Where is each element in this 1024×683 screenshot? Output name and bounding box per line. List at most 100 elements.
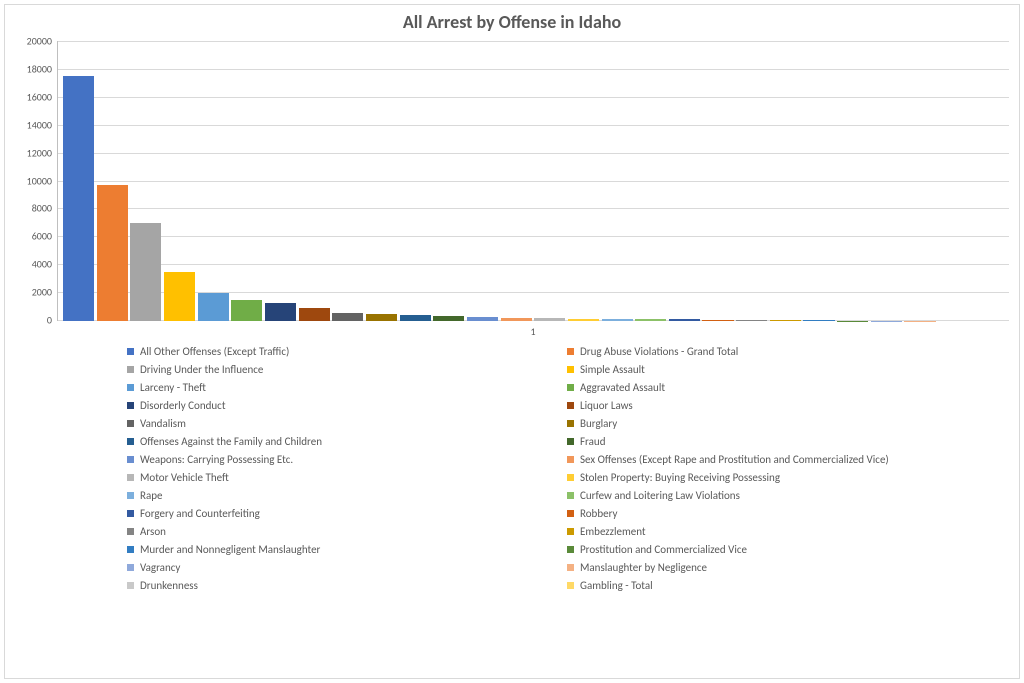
legend-label: Aggravated Assault (580, 381, 665, 394)
legend-label: Rape (140, 489, 163, 502)
legend-item: Stolen Property: Buying Receiving Posses… (567, 471, 997, 484)
legend-label: Drug Abuse Violations - Grand Total (580, 345, 738, 358)
legend-swatch (127, 348, 134, 355)
legend-label: Fraud (580, 435, 606, 448)
legend-label: Vandalism (140, 417, 186, 430)
y-tick-label: 8000 (32, 202, 52, 215)
legend-swatch (127, 402, 134, 409)
legend-item: Vagrancy (127, 561, 557, 574)
y-tick-label: 2000 (32, 286, 52, 299)
legend-item: Larceny - Theft (127, 381, 557, 394)
legend-label: Gambling - Total (580, 579, 653, 592)
bar (669, 319, 700, 321)
legend-label: Offenses Against the Family and Children (140, 435, 322, 448)
legend-label: Manslaughter by Negligence (580, 561, 707, 574)
legend-label: Driving Under the Influence (140, 363, 263, 376)
legend-swatch (567, 582, 574, 589)
bar (568, 319, 599, 321)
legend-label: Disorderly Conduct (140, 399, 226, 412)
legend-item: Gambling - Total (567, 579, 997, 592)
legend-swatch (567, 420, 574, 427)
legend-swatch (567, 348, 574, 355)
bar (265, 303, 296, 321)
bar (501, 318, 532, 322)
legend-item: Prostitution and Commercialized Vice (567, 543, 997, 556)
legend-swatch (127, 438, 134, 445)
bar (231, 300, 262, 321)
bar (63, 76, 94, 321)
legend-label: Curfew and Loitering Law Violations (580, 489, 740, 502)
bar (198, 293, 229, 321)
legend-item: Fraud (567, 435, 997, 448)
legend-item: Forgery and Counterfeiting (127, 507, 557, 520)
bar (97, 185, 128, 321)
chart-container: All Arrest by Offense in Idaho 020004000… (4, 4, 1020, 679)
bar (299, 308, 330, 321)
bar (803, 320, 834, 321)
legend-swatch (567, 384, 574, 391)
bar (130, 223, 161, 321)
legend-swatch (567, 402, 574, 409)
legend-label: Embezzlement (580, 525, 646, 538)
bar-group (57, 41, 1009, 321)
legend-swatch (567, 366, 574, 373)
legend-label: Sex Offenses (Except Rape and Prostituti… (580, 453, 889, 466)
legend-swatch (127, 384, 134, 391)
legend-label: Prostitution and Commercialized Vice (580, 543, 747, 556)
legend-item: All Other Offenses (Except Traffic) (127, 345, 557, 358)
legend-swatch (127, 474, 134, 481)
y-tick-label: 16000 (27, 90, 52, 103)
legend-item: Burglary (567, 417, 997, 430)
plot-area: 0200040006000800010000120001400016000180… (57, 41, 1009, 321)
bar (433, 316, 464, 321)
legend-item: Drunkenness (127, 579, 557, 592)
legend-item: Embezzlement (567, 525, 997, 538)
legend-swatch (567, 510, 574, 517)
y-tick-label: 6000 (32, 230, 52, 243)
legend-label: Drunkenness (140, 579, 198, 592)
y-tick-label: 14000 (27, 118, 52, 131)
legend-item: Simple Assault (567, 363, 997, 376)
bar (702, 320, 733, 321)
legend-swatch (127, 420, 134, 427)
bar (602, 319, 633, 321)
legend-item: Robbery (567, 507, 997, 520)
bar (534, 318, 565, 321)
legend-item: Motor Vehicle Theft (127, 471, 557, 484)
bar (400, 315, 431, 321)
x-axis-label: 1 (530, 325, 535, 338)
legend-item: Drug Abuse Violations - Grand Total (567, 345, 997, 358)
legend-swatch (567, 528, 574, 535)
legend-label: All Other Offenses (Except Traffic) (140, 345, 289, 358)
legend-item: Manslaughter by Negligence (567, 561, 997, 574)
legend-item: Aggravated Assault (567, 381, 997, 394)
legend-label: Simple Assault (580, 363, 645, 376)
chart-title: All Arrest by Offense in Idaho (5, 5, 1019, 33)
y-tick-label: 18000 (27, 62, 52, 75)
legend-swatch (127, 582, 134, 589)
legend-swatch (567, 564, 574, 571)
legend-swatch (127, 366, 134, 373)
bar (770, 320, 801, 321)
bar (366, 314, 397, 321)
legend-swatch (127, 528, 134, 535)
legend-item: Offenses Against the Family and Children (127, 435, 557, 448)
legend-label: Motor Vehicle Theft (140, 471, 229, 484)
legend-item: Curfew and Loitering Law Violations (567, 489, 997, 502)
legend-label: Arson (140, 525, 166, 538)
bar (635, 319, 666, 321)
bar (164, 272, 195, 321)
y-tick-label: 12000 (27, 146, 52, 159)
legend-swatch (567, 546, 574, 553)
legend-item: Arson (127, 525, 557, 538)
bar (467, 317, 498, 321)
legend-swatch (127, 510, 134, 517)
legend-label: Robbery (580, 507, 617, 520)
legend-label: Forgery and Counterfeiting (140, 507, 260, 520)
legend-label: Larceny - Theft (140, 381, 206, 394)
legend-item: Disorderly Conduct (127, 399, 557, 412)
legend-label: Liquor Laws (580, 399, 633, 412)
bar (736, 320, 767, 321)
y-tick-label: 4000 (32, 258, 52, 271)
legend-label: Stolen Property: Buying Receiving Posses… (580, 471, 780, 484)
